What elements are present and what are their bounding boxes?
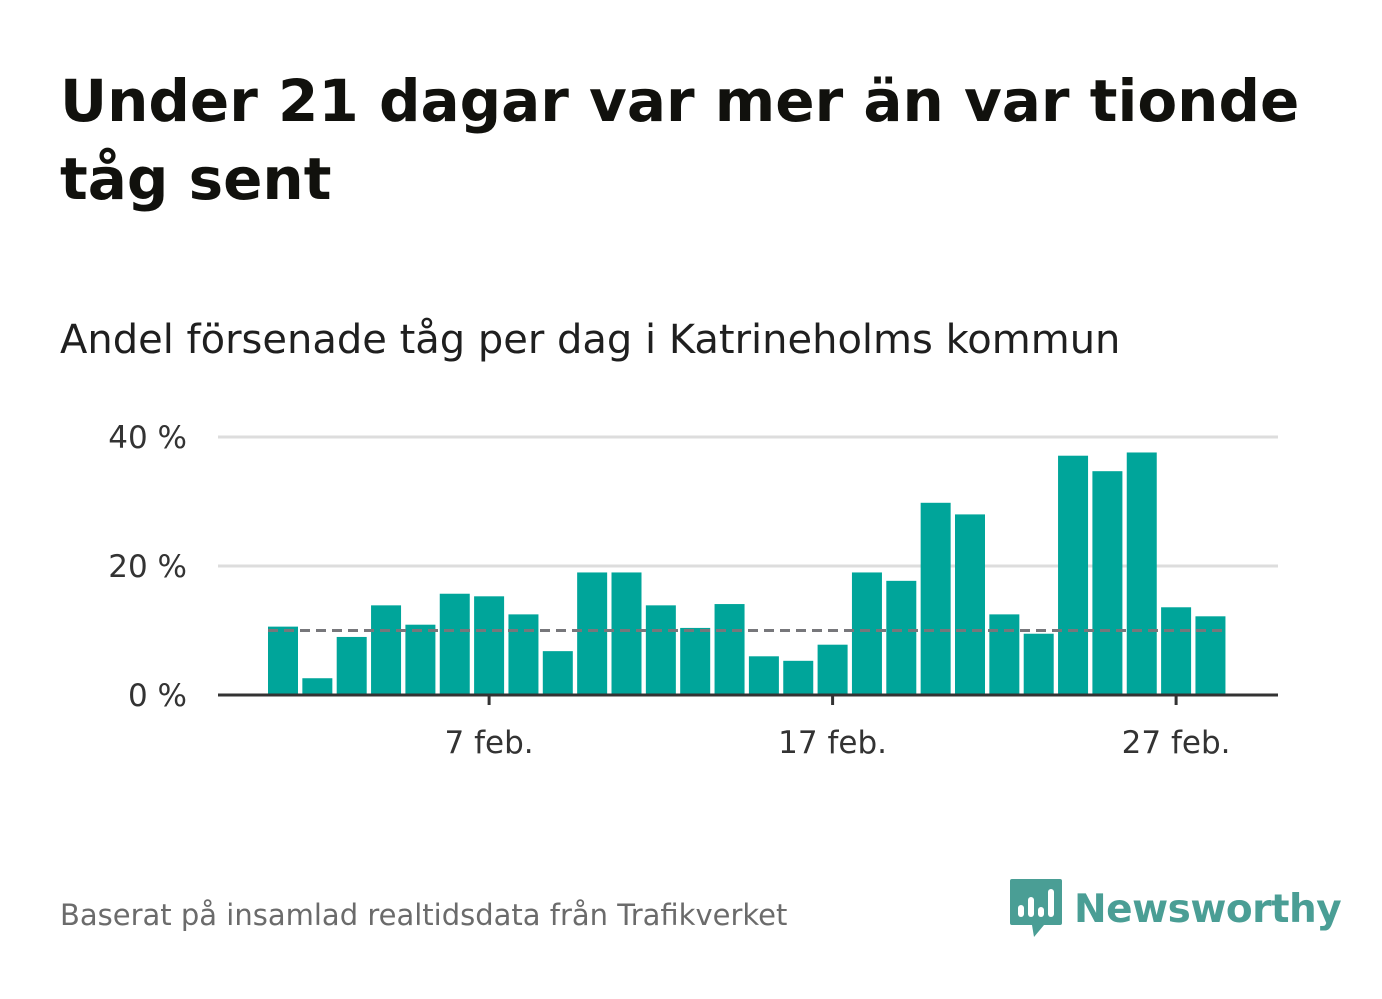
newsworthy-logo: Newsworthy xyxy=(1008,876,1342,942)
x-axis-labels: 7 feb. 17 feb. 27 feb. xyxy=(445,725,1231,761)
brand-name: Newsworthy xyxy=(1074,886,1342,932)
bar-series xyxy=(268,452,1226,695)
bar xyxy=(268,626,298,695)
x-tick-label: 27 feb. xyxy=(1122,725,1231,761)
bar xyxy=(474,596,505,695)
bar xyxy=(439,593,470,695)
bar xyxy=(920,502,951,695)
bar xyxy=(405,624,436,695)
bar xyxy=(989,614,1020,695)
bar xyxy=(1161,607,1192,695)
bar xyxy=(680,627,711,695)
newsworthy-logo-icon xyxy=(1010,879,1062,937)
bar xyxy=(508,614,539,695)
bar xyxy=(371,605,402,695)
chart-subtitle: Andel försenade tåg per dag i Katrinehol… xyxy=(60,317,1121,363)
x-tick-label: 7 feb. xyxy=(445,725,534,761)
bar xyxy=(542,651,573,695)
bar xyxy=(336,636,367,695)
chart-title: Under 21 dagar var mer än var tionde tåg… xyxy=(60,67,1300,213)
source-note: Baserat på insamlad realtidsdata från Tr… xyxy=(60,898,788,932)
bar xyxy=(1195,616,1226,695)
bar xyxy=(783,660,814,695)
y-tick-label: 40 % xyxy=(108,420,187,456)
bar xyxy=(1126,452,1157,695)
bar xyxy=(645,605,676,695)
bar xyxy=(714,604,745,695)
bar xyxy=(577,572,608,695)
bar xyxy=(748,656,779,695)
bar xyxy=(1058,455,1089,695)
bar xyxy=(1023,633,1054,695)
y-tick-label: 20 % xyxy=(108,549,187,585)
bar-chart: 0 % 20 % 40 % 7 feb. 17 feb. 27 feb. xyxy=(108,420,1278,761)
bar xyxy=(817,644,848,695)
bar xyxy=(955,514,985,695)
y-tick-label: 0 % xyxy=(128,678,187,714)
bar xyxy=(851,572,882,695)
bar xyxy=(886,580,917,695)
bar xyxy=(1092,471,1123,695)
bar xyxy=(302,678,333,695)
bar xyxy=(611,572,642,695)
x-axis xyxy=(218,693,1278,705)
x-tick-label: 17 feb. xyxy=(778,725,887,761)
y-axis-labels: 0 % 20 % 40 % xyxy=(108,420,187,714)
